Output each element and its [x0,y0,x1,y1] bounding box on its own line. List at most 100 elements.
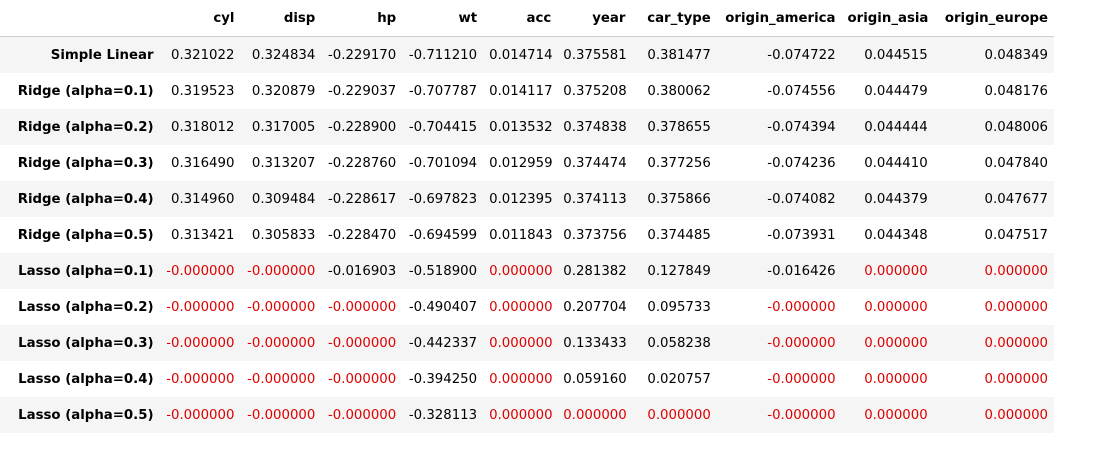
table-cell: 0.044379 [864,191,928,207]
table-cell: 0.012959 [489,155,553,171]
table-cell: 0.318012 [170,119,235,135]
table-row: Ridge (alpha=0.5) 0.313421 0.305833 -0.2284… [0,217,1054,253]
table-cell: -0.228470 [327,227,397,243]
table-cell: 0.319523 [170,83,235,99]
table-row: Ridge (alpha=0.4) 0.314960 0.309484 -0.2286… [0,181,1054,217]
table-cell: -0.000000 [767,371,836,387]
header-row: cyl disp hp wt acc year car_type origin_america… [0,0,1054,37]
table-cell: 0.047517 [984,227,1048,243]
table-cell: 0.317005 [251,119,316,135]
table-cell: 0.000000 [864,263,928,279]
table-row: Ridge (alpha=0.3) 0.316490 0.313207 -0.2287… [0,145,1054,181]
table-cell: -0.228760 [327,155,397,171]
table-cell: 0.374838 [563,119,627,135]
table-row: Lasso (alpha=0.2) -0.000000 -0.000000 -0.00… [0,289,1054,325]
table-cell: -0.701094 [408,155,478,171]
table-cell: 0.320879 [251,83,316,99]
table-cell: 0.374113 [563,191,627,207]
table-cell: 0.013532 [489,119,553,135]
coefficients-dataframe-table: cyl disp hp wt acc year car_type origin_america… [0,0,1054,433]
table-cell: -0.074082 [767,191,836,207]
table-row: Lasso (alpha=0.4) -0.000000 -0.000000 -0.00… [0,361,1054,397]
table-cell: 0.014714 [489,47,553,63]
table-cell: -0.074556 [767,83,836,99]
row-label: Lasso (alpha=0.3) [18,335,154,351]
table-cell: 0.313207 [251,155,316,171]
row-label: Lasso (alpha=0.1) [18,263,154,279]
table-cell: 0.012395 [489,191,553,207]
table-cell: -0.073931 [767,227,836,243]
table-cell: 0.000000 [984,371,1048,387]
table-cell: 0.305833 [251,227,316,243]
table-cell: 0.000000 [864,335,928,351]
column-header: year [557,0,632,37]
table-cell: -0.694599 [408,227,478,243]
table-row: Lasso (alpha=0.1) -0.000000 -0.000000 -0.01… [0,253,1054,289]
table-cell: 0.048349 [984,47,1048,63]
table-cell: 0.375866 [647,191,711,207]
table-cell: 0.377256 [647,155,711,171]
table-cell: -0.000000 [247,407,316,423]
column-header: origin_asia [841,0,934,37]
table-cell: -0.229170 [327,47,397,63]
row-label: Lasso (alpha=0.4) [18,371,154,387]
column-header: acc [483,0,558,37]
notebook-output-area: cyl disp hp wt acc year car_type origin_america… [0,0,1054,433]
table-row: Lasso (alpha=0.3) -0.000000 -0.000000 -0.00… [0,325,1054,361]
row-label: Ridge (alpha=0.4) [17,191,154,207]
table-cell: -0.000000 [767,335,836,351]
table-row: Simple Linear 0.321022 0.324834 -0.229170 -0… [0,36,1054,73]
table-cell: -0.000000 [247,335,316,351]
table-cell: 0.000000 [489,407,553,423]
table-cell: -0.490407 [408,299,478,315]
table-cell: 0.375208 [563,83,627,99]
table-cell: 0.095733 [647,299,711,315]
table-header: cyl disp hp wt acc year car_type origin_america… [0,0,1054,37]
table-cell: 0.059160 [563,371,627,387]
table-cell: -0.229037 [327,83,397,99]
row-label: Lasso (alpha=0.2) [18,299,154,315]
table-cell: -0.000000 [166,299,235,315]
table-row: Lasso (alpha=0.5) -0.000000 -0.000000 -0.00… [0,397,1054,433]
table-cell: 0.047677 [984,191,1048,207]
row-label: Ridge (alpha=0.1) [17,83,154,99]
table-cell: -0.711210 [408,47,478,63]
table-cell: -0.000000 [166,263,235,279]
table-cell: 0.044410 [864,155,928,171]
table-cell: -0.000000 [166,371,235,387]
table-cell: 0.381477 [647,47,711,63]
table-cell: -0.000000 [327,371,397,387]
table-cell: -0.328113 [408,407,478,423]
table-cell: 0.011843 [489,227,553,243]
row-label: Ridge (alpha=0.2) [17,119,154,135]
table-cell: 0.374474 [563,155,627,171]
table-cell: 0.044479 [864,83,928,99]
table-cell: -0.000000 [247,299,316,315]
table-cell: -0.000000 [327,407,397,423]
table-cell: 0.321022 [170,47,235,63]
table-cell: -0.707787 [408,83,478,99]
table-cell: -0.000000 [767,407,836,423]
row-label: Ridge (alpha=0.3) [17,155,154,171]
table-cell: 0.309484 [251,191,316,207]
row-label: Simple Linear [50,47,154,63]
table-row: Ridge (alpha=0.2) 0.318012 0.317005 -0.2289… [0,109,1054,145]
table-cell: 0.044515 [864,47,928,63]
table-cell: -0.228617 [327,191,397,207]
table-cell: -0.000000 [247,263,316,279]
table-cell: -0.394250 [408,371,478,387]
table-cell: 0.000000 [984,335,1048,351]
table-cell: 0.133433 [563,335,627,351]
table-cell: -0.000000 [166,407,235,423]
table-cell: 0.373756 [563,227,627,243]
table-cell: 0.000000 [984,263,1048,279]
table-cell: 0.375581 [563,47,627,63]
table-cell: 0.048006 [984,119,1048,135]
table-body: Simple Linear 0.321022 0.324834 -0.229170 -0… [0,36,1054,433]
table-cell: 0.047840 [984,155,1048,171]
column-header: disp [240,0,322,37]
table-cell: -0.016426 [767,263,836,279]
column-header: hp [321,0,403,37]
table-cell: -0.704415 [408,119,478,135]
table-cell: 0.313421 [170,227,235,243]
